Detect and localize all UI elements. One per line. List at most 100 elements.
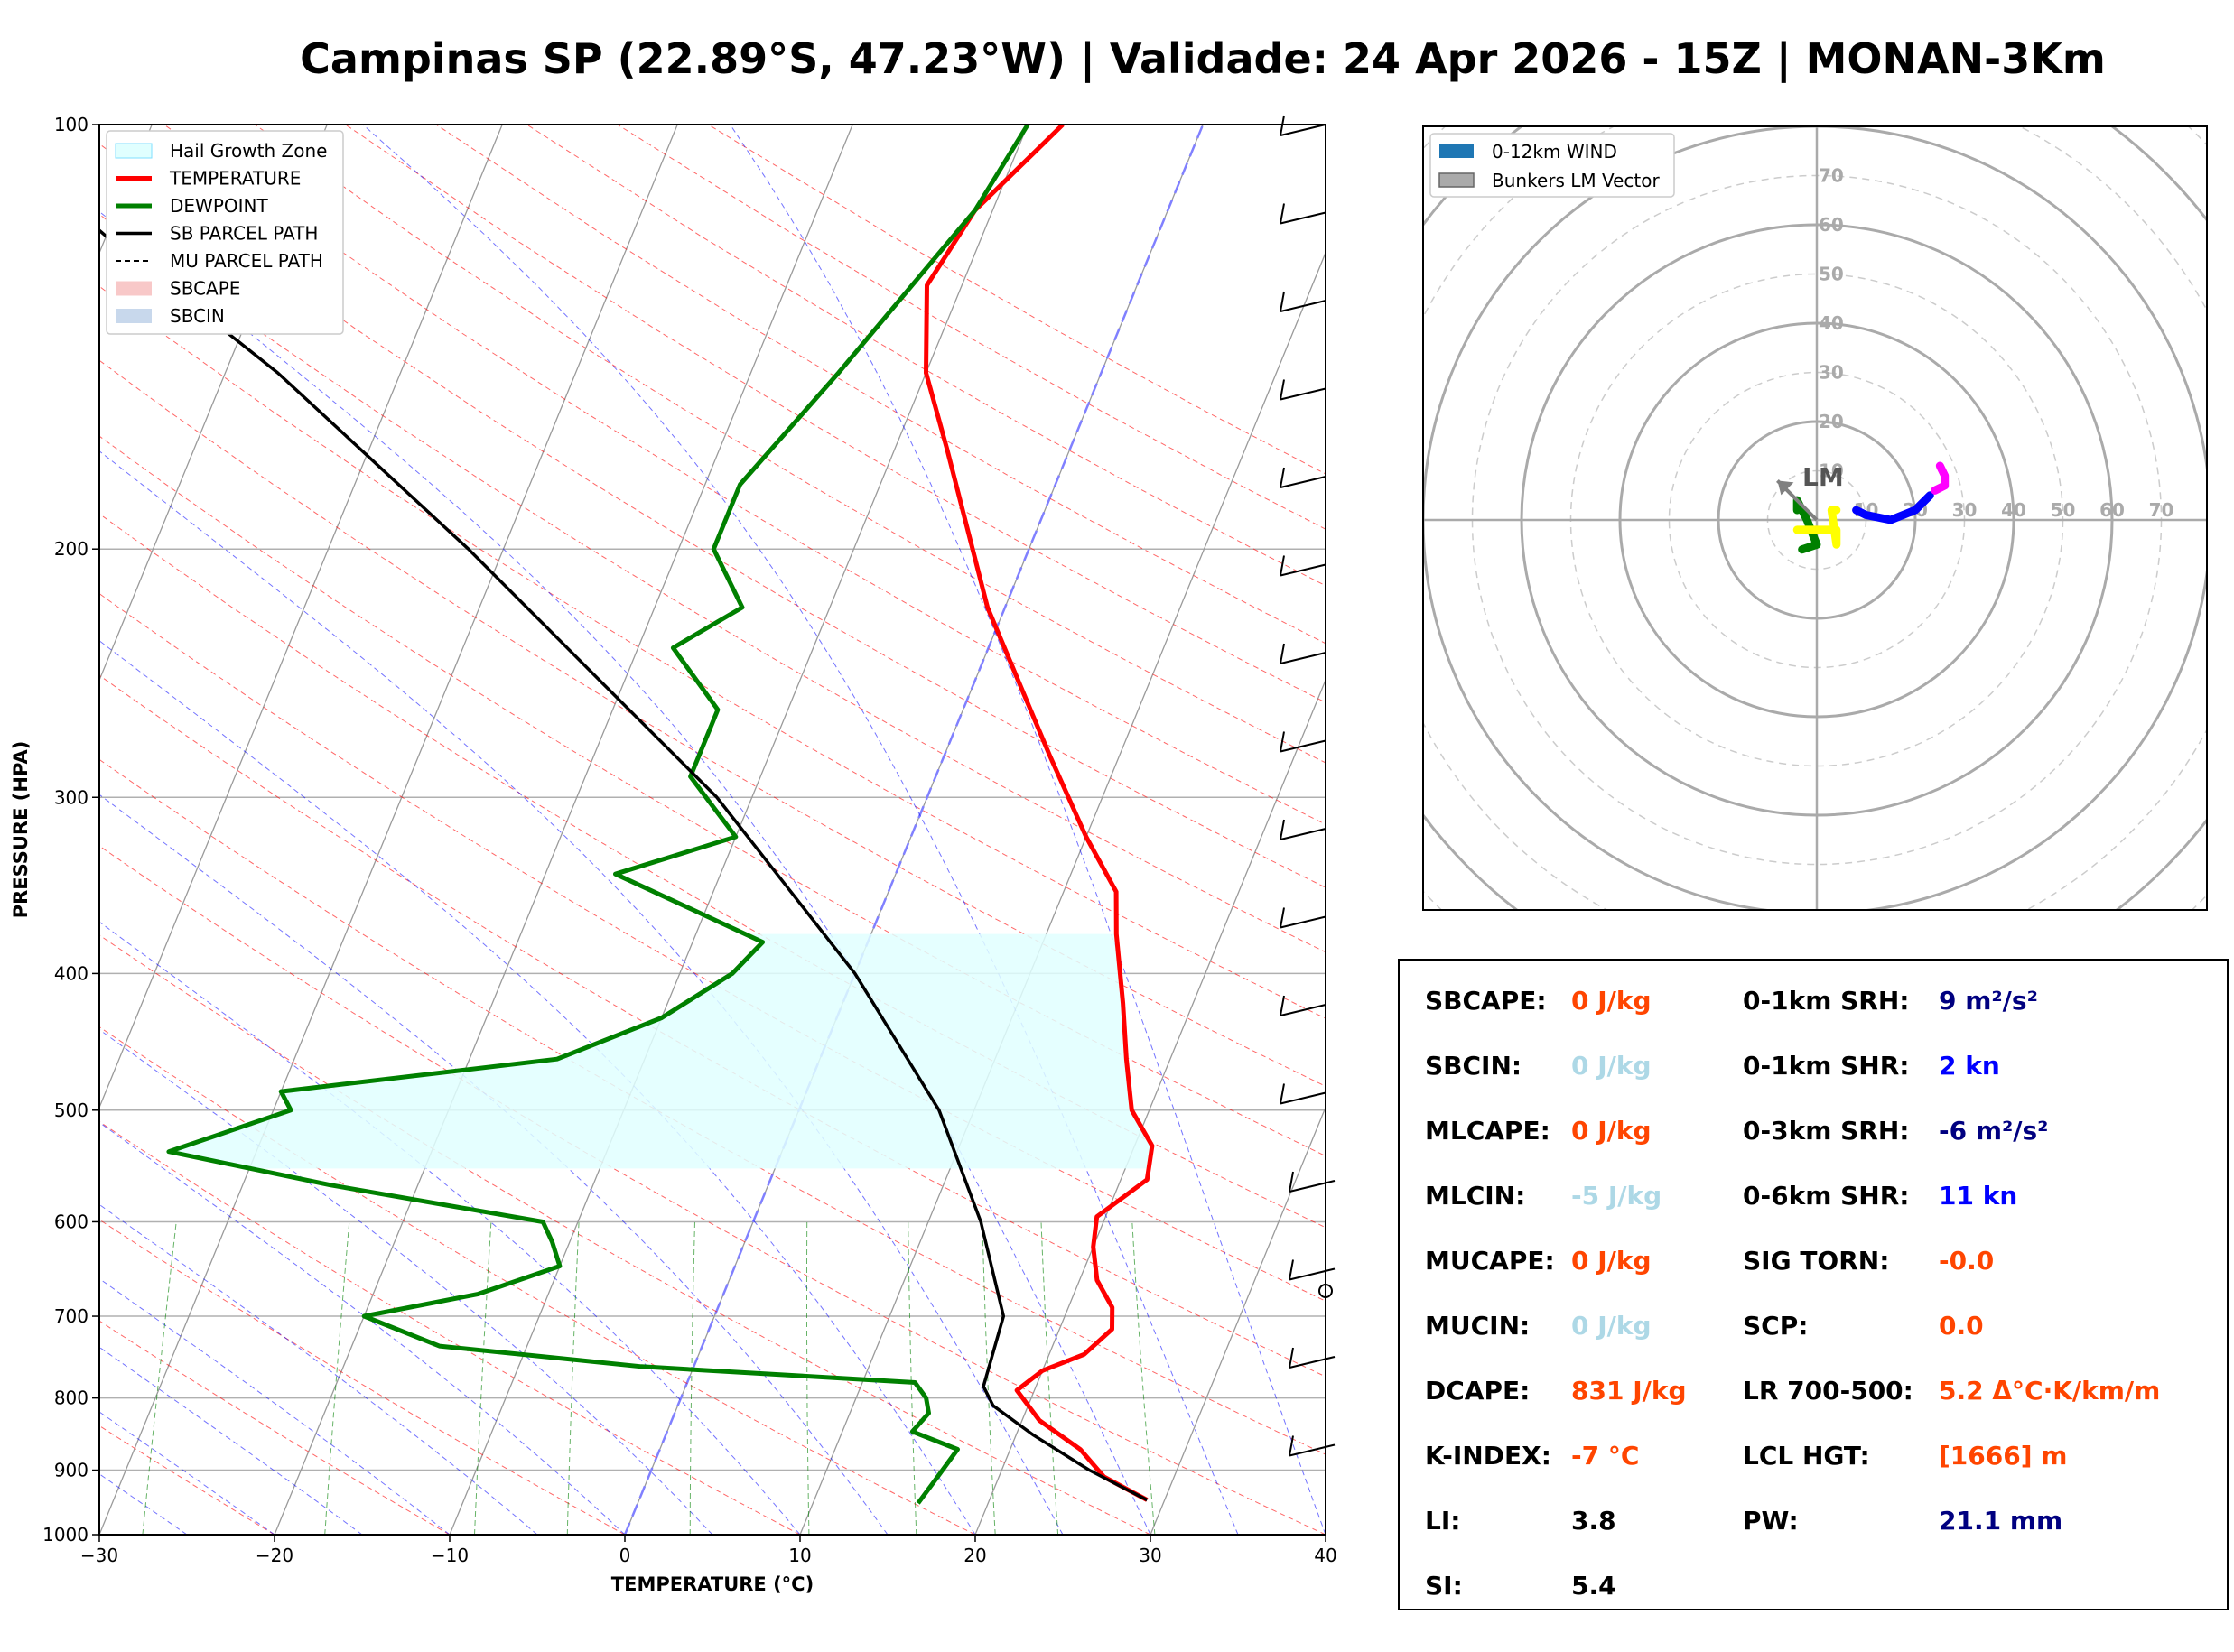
stat-value: 831 J/kg xyxy=(1571,1376,1687,1406)
legend-swatch xyxy=(116,309,152,323)
wind-barb xyxy=(1280,915,1326,929)
hodo-ring-label: 40 xyxy=(1819,312,1844,334)
moist-adiabat xyxy=(99,1028,713,1535)
wind-barb-flag xyxy=(1280,643,1285,664)
y-tick-label: 500 xyxy=(54,1100,88,1121)
hodo-legend-swatch xyxy=(1438,172,1475,188)
stat-value: 3.8 xyxy=(1571,1506,1616,1536)
hodo-ring-label: 60 xyxy=(1819,214,1844,236)
y-tick-label: 900 xyxy=(54,1460,88,1481)
hodo-segment xyxy=(1852,491,1934,524)
stat-label: LI: xyxy=(1425,1506,1461,1536)
hodo-ring-label: 50 xyxy=(2051,499,2076,521)
isotherm xyxy=(799,251,1326,1535)
stat-value: 0 J/kg xyxy=(1571,986,1652,1016)
legend-swatch xyxy=(115,143,153,159)
moist-adiabat xyxy=(99,1203,538,1535)
page-title: Campinas SP (22.89°S, 47.23°W) | Validad… xyxy=(300,34,2106,83)
y-tick-label: 100 xyxy=(54,114,88,135)
stat-label: LCL HGT: xyxy=(1743,1441,1870,1471)
hodo-ring-label: 70 xyxy=(1819,165,1844,187)
stat-value: [1666] m xyxy=(1939,1441,2068,1471)
mixing-ratio-line xyxy=(474,1221,492,1535)
wind-barb xyxy=(1289,1267,1336,1281)
wind-barb xyxy=(1280,1004,1326,1016)
stat-label: SBCIN: xyxy=(1425,1051,1522,1081)
stat-label: PW: xyxy=(1743,1506,1799,1536)
y-tick-label: 700 xyxy=(54,1305,88,1327)
wind-barb xyxy=(1289,1356,1336,1369)
hodo-ring-label: 60 xyxy=(2099,499,2125,521)
stat-value: 9 m²/s² xyxy=(1939,986,2038,1016)
hodo-ring-label: 70 xyxy=(2149,499,2174,521)
hodo-ring-label: 50 xyxy=(1819,264,1844,285)
wind-barb-flag xyxy=(1280,203,1285,224)
hail-growth-zone xyxy=(168,933,1152,1169)
x-tick-label: −20 xyxy=(256,1545,293,1566)
isotherm xyxy=(99,125,328,682)
mixing-ratio-line xyxy=(1131,1221,1156,1535)
isotherm xyxy=(99,125,678,1535)
y-tick-label: 1000 xyxy=(42,1524,88,1545)
wind-barb-flag xyxy=(1289,1435,1294,1456)
dry-adiabat xyxy=(99,1120,801,1535)
legend-label: SB PARCEL PATH xyxy=(170,223,318,245)
x-tick-label: 10 xyxy=(788,1545,811,1566)
stat-value: -6 m²/s² xyxy=(1939,1116,2049,1146)
y-tick-label: 600 xyxy=(54,1211,88,1232)
isotherm xyxy=(1150,1105,1326,1535)
moist-adiabat xyxy=(99,794,889,1535)
wind-barb-flag xyxy=(1280,1083,1285,1104)
mixing-ratio-line xyxy=(142,1221,177,1535)
wind-barb-flag xyxy=(1280,555,1285,576)
wind-barb-flag xyxy=(1280,731,1285,752)
lm-label: LM xyxy=(1802,462,1844,492)
isotherm xyxy=(449,125,1029,1535)
stat-value: 21.1 mm xyxy=(1939,1506,2063,1536)
stat-label: MLCAPE: xyxy=(1425,1116,1550,1146)
y-tick-label: 800 xyxy=(54,1387,88,1409)
stat-value: 0.0 xyxy=(1939,1311,1984,1341)
x-tick-label: −30 xyxy=(80,1545,118,1566)
hodo-ring-label: 20 xyxy=(1819,411,1844,432)
hodo-legend-label: 0-12km WIND xyxy=(1492,141,1617,162)
hodo-legend-swatch xyxy=(1439,144,1474,158)
wind-barb xyxy=(1280,387,1326,401)
x-tick-label: −10 xyxy=(431,1545,469,1566)
wind-barb xyxy=(1289,1443,1336,1457)
isotherm xyxy=(99,125,503,1109)
stat-label: 0-6km SHR: xyxy=(1743,1181,1910,1211)
stat-value: -0.0 xyxy=(1939,1246,1995,1276)
hodo-segment xyxy=(1792,496,1821,554)
hodo-segment xyxy=(1792,506,1841,549)
stat-value: 0 J/kg xyxy=(1571,1116,1652,1146)
stat-value: 5.4 xyxy=(1571,1571,1616,1601)
hodo-frame xyxy=(1422,125,2208,911)
stat-value: 0 J/kg xyxy=(1571,1311,1652,1341)
moist-adiabat xyxy=(99,1121,626,1535)
stat-value: 5.2 Δ°C·K/km/m xyxy=(1939,1376,2161,1406)
isotherm xyxy=(974,678,1326,1535)
hodo-segment xyxy=(1931,461,1950,495)
dry-adiabat xyxy=(99,435,1326,1157)
dewpoint-line xyxy=(166,125,1030,1505)
wind-barb xyxy=(1280,828,1326,840)
mixing-ratio-line xyxy=(908,1221,917,1535)
stat-label: DCAPE: xyxy=(1425,1376,1531,1406)
mixing-ratio-line xyxy=(806,1221,810,1535)
wind-barb-flag xyxy=(1280,819,1285,840)
wind-barb-flag xyxy=(1280,379,1285,400)
calm-wind-circle xyxy=(1318,1284,1333,1298)
x-axis-label: TEMPERATURE (°C) xyxy=(611,1573,814,1595)
stat-value: 11 kn xyxy=(1939,1181,2018,1211)
stat-value: 2 kn xyxy=(1939,1051,2000,1081)
wind-barb xyxy=(1280,1091,1326,1105)
stat-label: SI: xyxy=(1425,1571,1463,1601)
sb-parcel-line xyxy=(99,227,1149,1502)
stat-value: 0 J/kg xyxy=(1571,1246,1652,1276)
stat-label: LR 700-500: xyxy=(1743,1376,1913,1406)
mixing-ratio-line xyxy=(566,1221,580,1535)
wind-barb xyxy=(1280,652,1326,664)
moist-adiabat xyxy=(362,125,1239,1535)
wind-barb-flag xyxy=(1280,995,1285,1016)
